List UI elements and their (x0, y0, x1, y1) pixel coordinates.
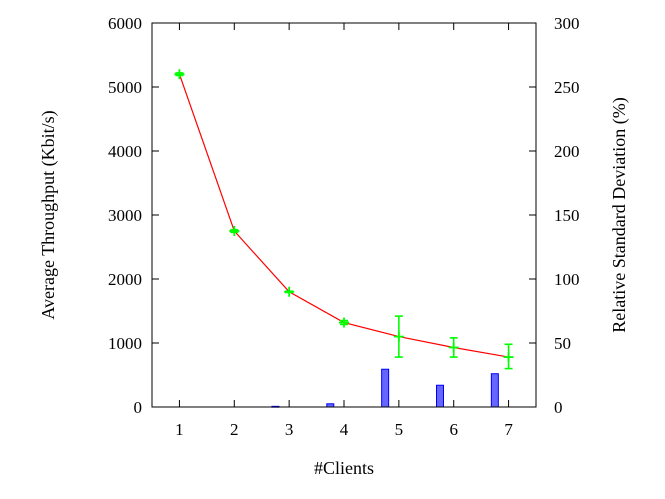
data-point (174, 69, 185, 80)
y-tick-label: 5000 (108, 78, 142, 97)
x-tick-label: 5 (395, 420, 404, 439)
chart-marks (174, 69, 514, 408)
y2-tick-label: 150 (554, 206, 580, 225)
tick-labels: 1 2 3 4 5 6 7 0 1000 2000 3000 4000 5000 6000 0 50 100 15… (108, 14, 580, 439)
y2-tick-label: 100 (554, 270, 580, 289)
data-point (229, 226, 240, 236)
y-tick-label: 3000 (108, 206, 142, 225)
data-point (284, 286, 295, 297)
y2-tick-label: 0 (554, 398, 563, 417)
y-tick-label: 6000 (108, 14, 142, 33)
plot-frame (151, 22, 537, 408)
x-tick-label: 2 (230, 420, 239, 439)
x-tick-label: 4 (340, 420, 349, 439)
x-tick-label: 6 (449, 420, 458, 439)
x-tick-label: 3 (285, 420, 294, 439)
y-axis-title: Average Throughput (Kbit/s) (38, 110, 59, 319)
x-axis-title: #Clients (314, 458, 374, 478)
data-point (339, 317, 349, 328)
tick-marks (152, 22, 536, 408)
y2-tick-label: 250 (554, 78, 580, 97)
y2-axis-title: Relative Standard Deviation (%) (609, 97, 630, 332)
y-tick-label: 0 (134, 398, 143, 417)
rsd-bar (490, 373, 499, 408)
y2-tick-label: 50 (554, 334, 571, 353)
data-point (393, 331, 404, 342)
x-tick-label: 1 (175, 420, 184, 439)
y2-tick-label: 200 (554, 142, 580, 161)
x-tick-label: 7 (504, 420, 513, 439)
y2-tick-label: 300 (554, 14, 580, 33)
y-tick-label: 4000 (108, 142, 142, 161)
data-point (503, 352, 514, 363)
data-point (448, 342, 459, 353)
y-tick-label: 2000 (108, 270, 142, 289)
rsd-bar (436, 384, 444, 408)
throughput-line (178, 74, 509, 358)
rsd-bar (381, 368, 390, 408)
y-tick-label: 1000 (108, 334, 142, 353)
